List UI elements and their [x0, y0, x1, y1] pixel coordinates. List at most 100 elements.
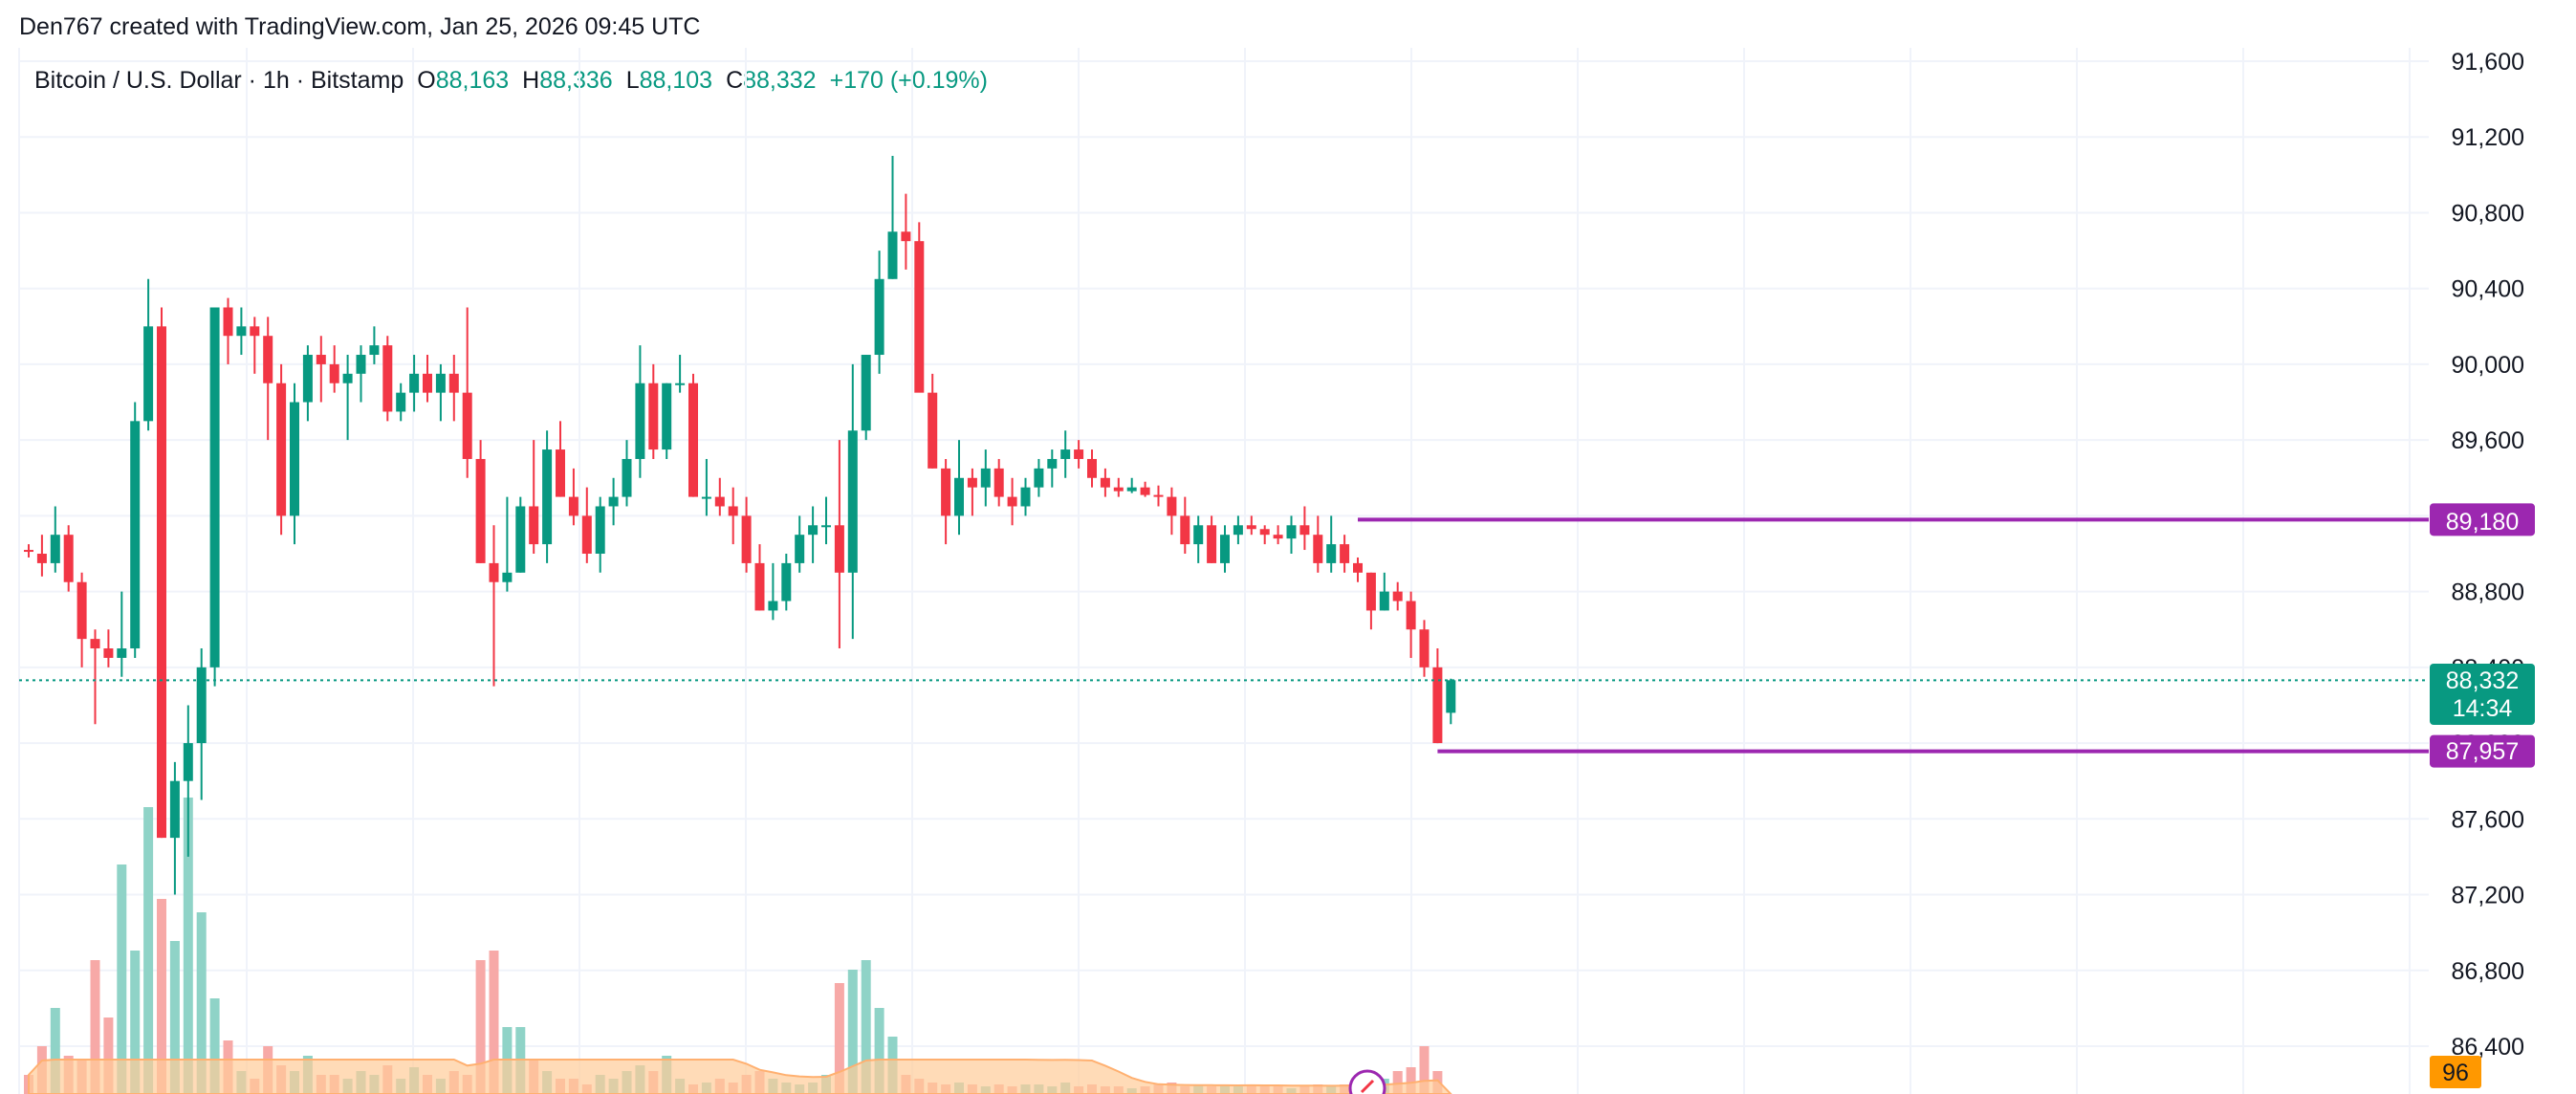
- candle: [993, 458, 1004, 507]
- candle-body: [356, 355, 366, 374]
- candle: [1379, 572, 1389, 611]
- candle: [143, 278, 154, 431]
- candle: [781, 554, 792, 611]
- candle-body: [980, 468, 991, 488]
- candle: [1446, 678, 1456, 725]
- y-tick-label: 90,800: [2452, 200, 2524, 227]
- candle: [1020, 477, 1031, 516]
- candle-body: [595, 506, 605, 554]
- candle: [662, 383, 672, 459]
- lower-level-badge: 87,957: [2430, 734, 2535, 768]
- candle: [928, 373, 938, 469]
- candle-body: [63, 535, 74, 582]
- candle-body: [196, 667, 207, 744]
- candle: [276, 363, 287, 536]
- replay-icon[interactable]: [1348, 1069, 1386, 1094]
- candle: [130, 402, 141, 658]
- candle: [887, 156, 898, 279]
- candle-body: [874, 278, 884, 356]
- candle: [475, 440, 486, 563]
- candle-body: [157, 326, 166, 839]
- candle-body: [448, 373, 459, 393]
- candle: [1007, 477, 1017, 526]
- high-value: 88,336: [539, 67, 613, 94]
- candle-body: [1153, 494, 1164, 497]
- candle-body: [688, 383, 698, 497]
- candle-body: [1340, 544, 1350, 563]
- high-label: H: [522, 67, 540, 94]
- candle-body: [130, 421, 141, 649]
- candle-body: [462, 392, 472, 459]
- candle-body: [1392, 591, 1403, 602]
- candle-body: [209, 307, 220, 667]
- candle-body: [967, 477, 977, 488]
- candle: [701, 458, 711, 516]
- candle-body: [263, 336, 273, 383]
- candle: [847, 363, 858, 640]
- candle: [874, 251, 884, 374]
- candle: [236, 307, 247, 356]
- candle-body: [90, 639, 100, 649]
- upper-level-price: 89,180: [2446, 509, 2519, 536]
- candle: [741, 496, 752, 573]
- candle: [980, 449, 991, 507]
- price-axis[interactable]: 91,60091,20090,80090,40090,00089,60089,2…: [2429, 0, 2576, 1094]
- candle: [157, 307, 166, 839]
- candle-body: [250, 326, 260, 337]
- lower-level-price: 87,957: [2446, 738, 2519, 765]
- symbol-legend: Bitcoin / U.S. Dollar · 1h · Bitstamp O88…: [34, 67, 1001, 95]
- candle: [1406, 591, 1416, 658]
- candle-body: [342, 373, 353, 383]
- candle: [76, 572, 87, 667]
- candle: [489, 525, 499, 687]
- candle-body: [489, 562, 499, 582]
- candle: [1100, 468, 1110, 497]
- candle-body: [542, 449, 553, 545]
- candle-body: [914, 241, 925, 393]
- candle-body: [76, 581, 87, 640]
- candle: [954, 440, 964, 536]
- candle: [50, 506, 60, 573]
- candle: [117, 591, 127, 677]
- last-price-badge: 88,332 14:34: [2430, 664, 2535, 725]
- candle-body: [1087, 458, 1097, 478]
- candle-body: [1299, 525, 1310, 536]
- chart-attribution: Den767 created with TradingView.com, Jan…: [19, 13, 701, 40]
- candle-body: [834, 525, 844, 573]
- candle-body: [1100, 477, 1110, 488]
- candle: [1392, 581, 1403, 611]
- candle: [423, 355, 432, 403]
- candle: [1207, 515, 1217, 563]
- candle: [448, 355, 459, 422]
- change-value: +170 (+0.19%): [829, 67, 988, 94]
- candle-body: [1074, 449, 1084, 459]
- volume-bar: [196, 912, 207, 1094]
- candle-body: [1020, 487, 1031, 507]
- candle: [1220, 525, 1230, 573]
- close-label: C: [726, 67, 744, 94]
- y-tick-label: 90,000: [2452, 352, 2524, 379]
- candle-body: [329, 363, 339, 383]
- candle: [1060, 430, 1071, 478]
- candle: [556, 421, 565, 497]
- volume-bar: [169, 941, 180, 1094]
- y-tick-label: 91,600: [2452, 49, 2524, 76]
- symbol-title[interactable]: Bitcoin / U.S. Dollar · 1h · Bitstamp: [34, 67, 404, 94]
- candle: [529, 440, 539, 554]
- candle: [1193, 515, 1204, 563]
- candle: [329, 345, 339, 393]
- candle: [515, 496, 526, 573]
- candle-body: [183, 743, 193, 781]
- candle-body: [276, 383, 287, 516]
- candle: [635, 345, 645, 478]
- candle: [502, 496, 513, 592]
- candle: [250, 317, 260, 374]
- candle: [396, 383, 406, 422]
- candle-body: [103, 648, 114, 658]
- volume-bar: [1406, 1067, 1416, 1094]
- volume-bar: [130, 951, 141, 1094]
- volume-bar: [50, 1008, 60, 1094]
- candle-body: [1259, 529, 1270, 536]
- candle: [754, 544, 765, 611]
